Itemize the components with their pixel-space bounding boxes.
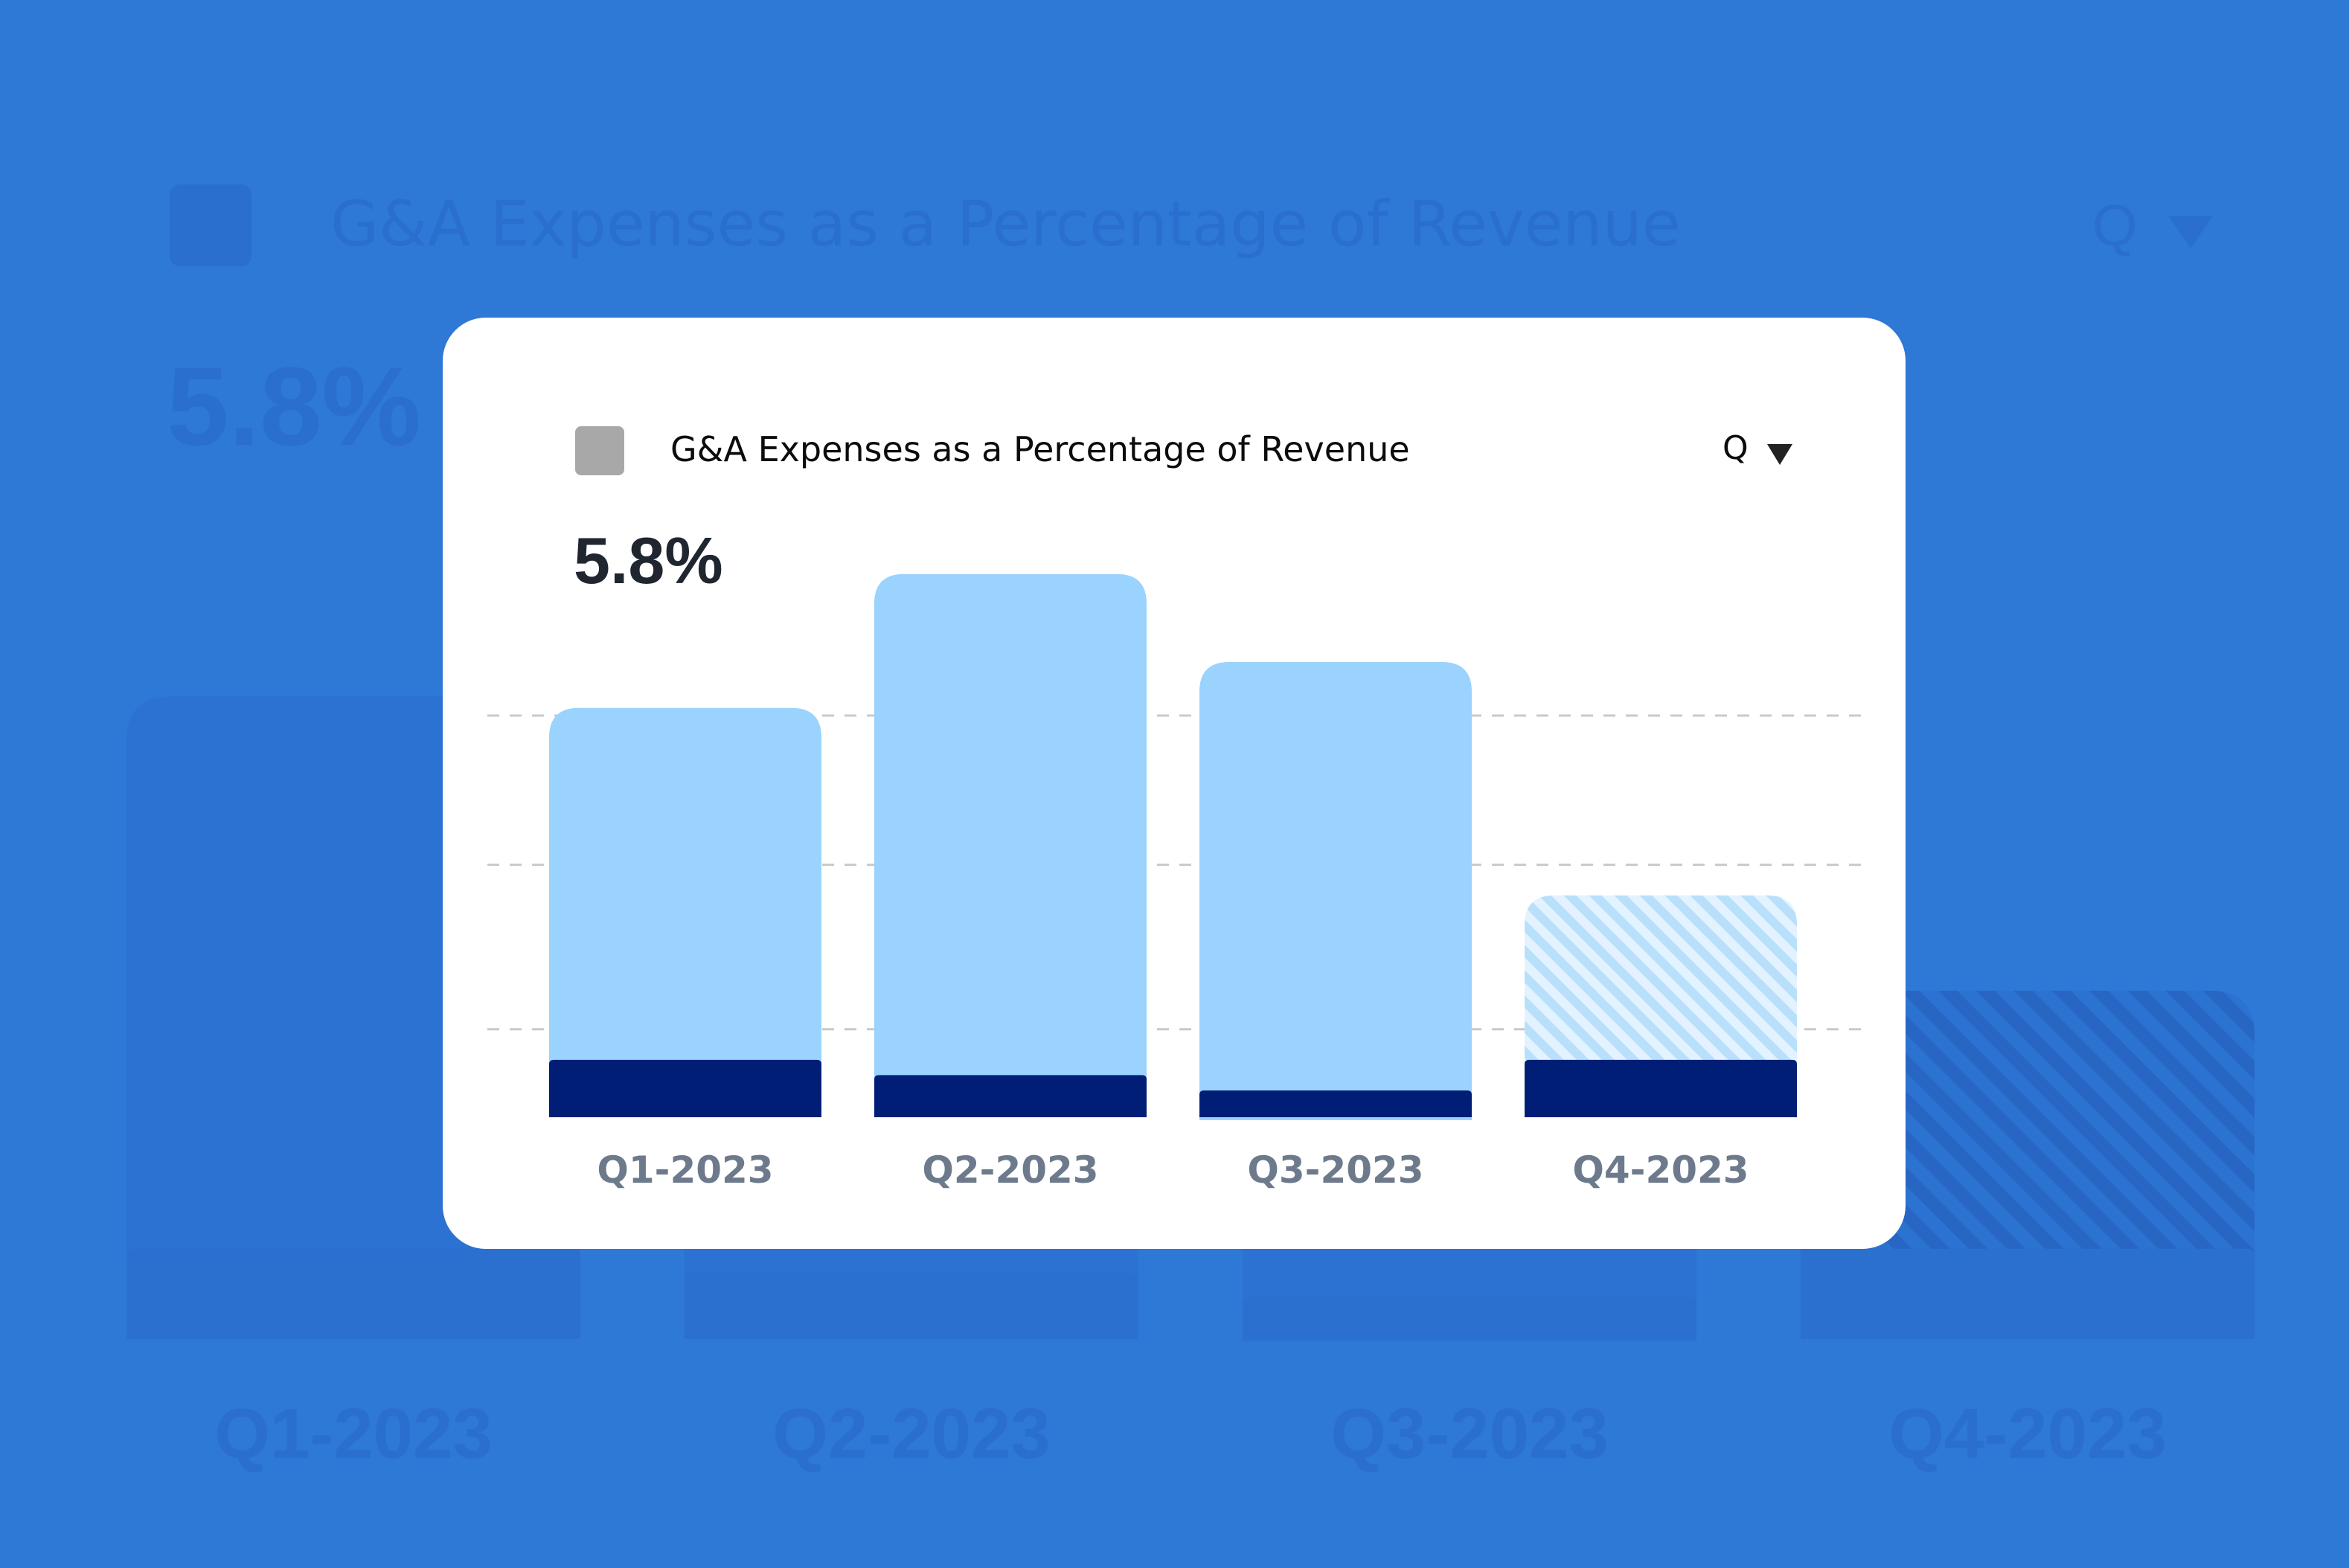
bar-lower-segment-q1-2023 [549,1059,821,1117]
chart-title: G&A Expenses as a Percentage of Revenue [670,429,1410,469]
background-period-label: Q [2092,193,2138,258]
background-caret-down-icon [2168,216,2213,248]
period-dropdown[interactable]: Q [1723,428,1804,475]
bar-chart: Q1-2023 Q2-2023 Q3-2023 Q4-2023 [487,573,1864,1192]
bar-lower-segment-q1-2023 [126,1248,580,1339]
bar-lower-segment-q2-2023 [685,1273,1138,1339]
bar-lower-segment-q4-2023 [1801,1248,2255,1339]
x-axis-label-q3-2023: Q3-2023 [1247,1148,1423,1192]
background-kpi: 5.8% [167,344,421,469]
x-axis-label-q2-2023: Q2-2023 [922,1148,1098,1192]
period-dropdown-label: Q [1723,429,1749,467]
x-axis-label-q1-2023: Q1-2023 [214,1394,493,1474]
chart-card: G&A Expenses as a Percentage of Revenue … [443,318,1906,1249]
bar-lower-segment-q3-2023 [1199,1090,1472,1117]
bar-upper-segment-q3-2023 [1199,662,1472,1120]
bar-upper-segment-q4-2023 [1801,990,2255,1294]
bar-upper-segment-q4-2023 [1525,895,1797,1090]
kpi-value: 5.8% [574,524,723,597]
bar-lower-segment-q3-2023 [1243,1297,1696,1339]
bar-lower-segment-q2-2023 [874,1075,1147,1117]
x-axis-label-q1-2023: Q1-2023 [597,1148,773,1192]
x-axis-label-q3-2023: Q3-2023 [1330,1394,1609,1474]
bar-lower-segment-q4-2023 [1525,1059,1797,1117]
background-title: G&A Expenses as a Percentage of Revenue [330,187,1681,260]
x-axis-label-q4-2023: Q4-2023 [1572,1148,1749,1192]
bar-upper-segment-q1-2023 [549,707,821,1090]
caret-down-icon [1767,444,1792,465]
x-axis-label-q2-2023: Q2-2023 [772,1394,1051,1474]
legend-swatch [575,426,624,475]
background-legend-swatch [170,184,251,266]
x-axis-label-q4-2023: Q4-2023 [1888,1394,2167,1474]
bar-upper-segment-q2-2023 [874,573,1147,1105]
